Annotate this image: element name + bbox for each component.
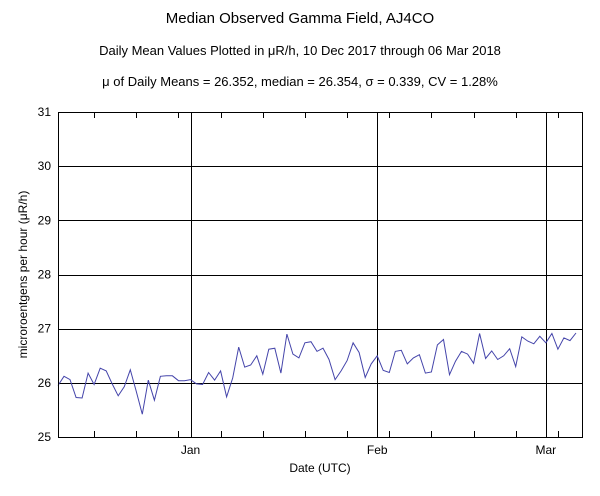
x-tick-label: Feb — [367, 443, 388, 457]
x-tick-label: Jan — [181, 443, 200, 457]
y-axis-label: microroentgens per hour (μR/h) — [16, 191, 30, 359]
x-tick-label: Mar — [536, 443, 557, 457]
y-tick-label: 31 — [38, 105, 52, 119]
series-line — [57, 332, 577, 415]
y-tick-label: 30 — [38, 159, 52, 173]
y-tick-label: 28 — [38, 268, 52, 282]
plot-frame — [58, 112, 583, 438]
series-layer — [57, 332, 577, 415]
y-tick-label: 27 — [38, 322, 52, 336]
grid-layer — [58, 112, 582, 437]
tick-layer: 25 26 27 28 29 30 31 Jan Feb Mar — [38, 105, 559, 457]
y-tick-label: 29 — [38, 213, 52, 227]
y-tick-label: 26 — [38, 376, 52, 390]
chart-title: Median Observed Gamma Field, AJ4CO — [165, 10, 435, 27]
y-tick-label: 25 — [38, 430, 52, 444]
chart-stats-line: μ of Daily Means = 26.352, median = 26.3… — [102, 74, 498, 89]
x-axis-label: Date (UTC) — [289, 461, 350, 475]
chart-subtitle: Daily Mean Values Plotted in μR/h, 10 De… — [99, 43, 501, 58]
